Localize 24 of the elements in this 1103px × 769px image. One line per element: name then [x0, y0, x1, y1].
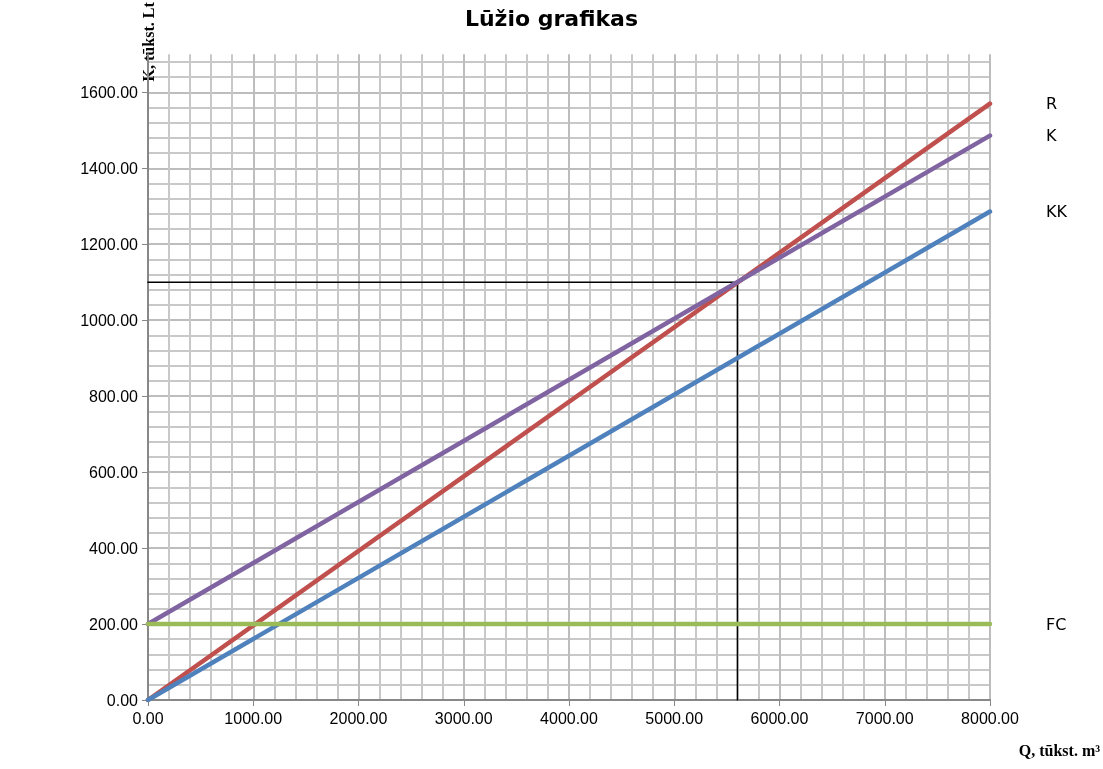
x-tick-label: 0.00 — [132, 709, 164, 727]
x-tick-label: 2000.00 — [329, 709, 388, 727]
y-tick-label: 1200.00 — [80, 235, 139, 253]
y-tick-label: 400.00 — [89, 539, 139, 557]
y-tick-label: 1000.00 — [80, 311, 139, 329]
y-tick-label: 0.00 — [106, 691, 139, 709]
text: FC — [1046, 614, 1067, 634]
y-tick-label: 200.00 — [89, 615, 139, 633]
x-tick-label: 3000.00 — [434, 709, 493, 727]
x-tick-label: 4000.00 — [540, 709, 599, 727]
x-axis-title: Q, tūkst. m³ — [1018, 741, 1101, 759]
x-tick-label: 6000.00 — [750, 709, 809, 727]
chart-title: Lūžio grafikas — [464, 5, 639, 31]
x-tick-label: 5000.00 — [645, 709, 704, 727]
text: R — [1046, 94, 1058, 114]
y-tick-label: 600.00 — [89, 463, 139, 481]
text: KK — [1046, 202, 1068, 222]
text: K — [1046, 126, 1057, 146]
y-tick-label: 1600.00 — [80, 83, 139, 101]
x-tick-label: 1000.00 — [224, 709, 283, 727]
y-tick-label: 800.00 — [89, 387, 139, 405]
y-tick-label: 1400.00 — [80, 159, 139, 177]
x-tick-label: 7000.00 — [855, 709, 914, 727]
x-tick-label: 8000.00 — [961, 709, 1020, 727]
